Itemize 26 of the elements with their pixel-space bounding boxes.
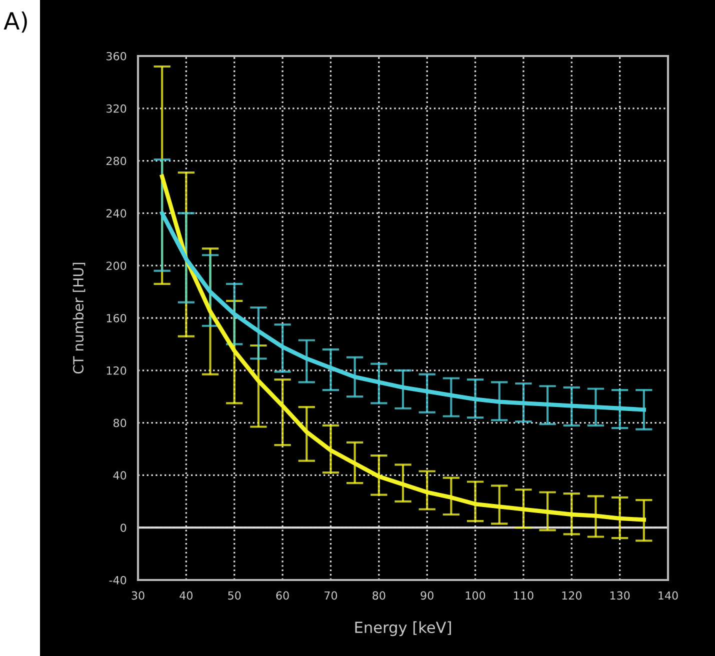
x-tick-label: 100 <box>466 591 486 600</box>
x-tick-label: 60 <box>276 591 289 600</box>
y-axis-title: CT number [HU] <box>72 262 86 374</box>
x-tick-label: 110 <box>514 591 534 600</box>
y-tick-label: 320 <box>106 104 126 113</box>
x-tick-label: 90 <box>420 591 434 600</box>
x-tick-label: 140 <box>658 591 678 600</box>
y-tick-label: 160 <box>106 314 126 322</box>
y-tick-label: 0 <box>120 524 126 532</box>
x-tick-label: 120 <box>562 591 582 600</box>
x-tick-label: 40 <box>180 591 193 600</box>
y-tick-label: 280 <box>106 156 126 166</box>
x-tick-label: 70 <box>324 591 338 600</box>
y-tick-label: -40 <box>109 576 126 584</box>
y-tick-label: 120 <box>106 366 126 375</box>
x-tick-label: 130 <box>610 591 630 600</box>
x-tick-label: 30 <box>132 591 144 600</box>
y-tick-label: 200 <box>106 262 126 270</box>
y-tick-label: 360 <box>106 52 126 60</box>
y-tick-label: 40 <box>113 471 126 480</box>
x-axis-title: Energy [keV] <box>355 621 451 636</box>
y-tick-label: 80 <box>114 418 126 428</box>
x-tick-label: 80 <box>372 591 386 600</box>
x-tick-label: 50 <box>228 591 241 600</box>
y-tick-label: 240 <box>106 209 126 218</box>
text: A) <box>4 12 27 33</box>
